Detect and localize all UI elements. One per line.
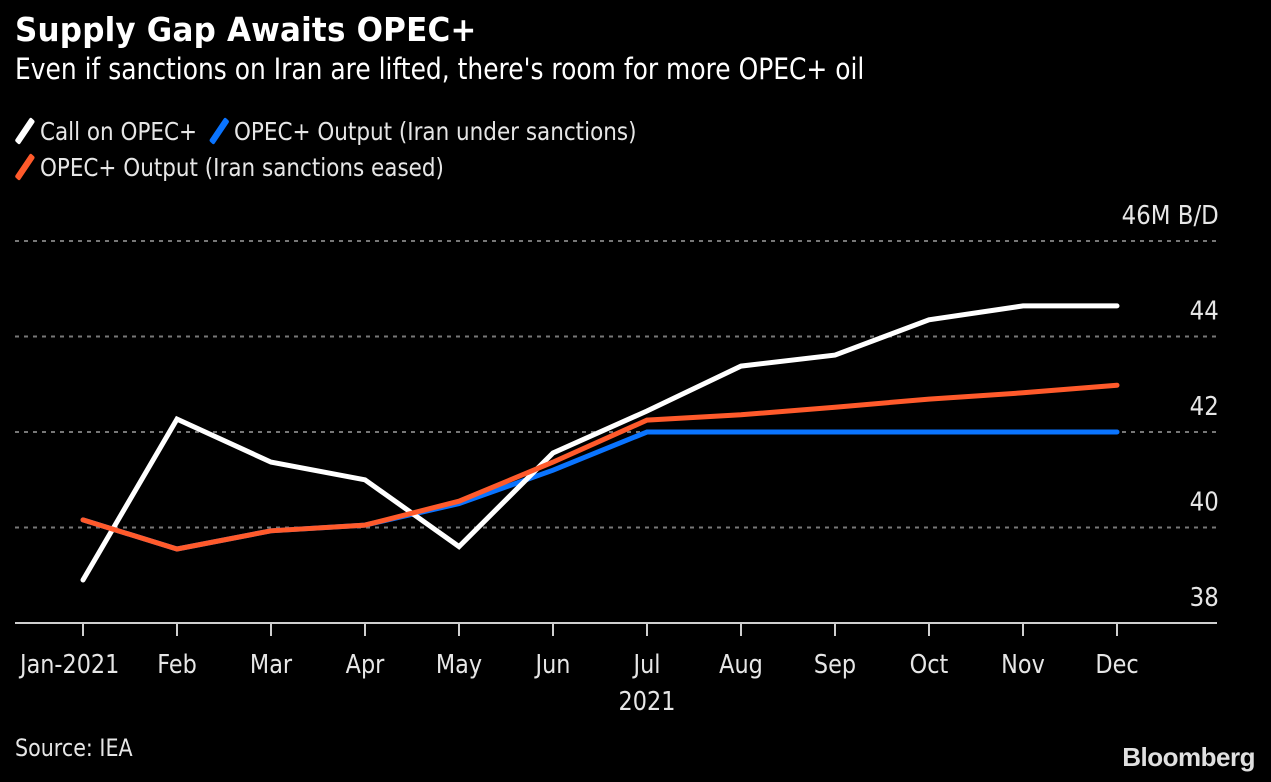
y-tick-label: 44 bbox=[1190, 295, 1219, 326]
x-tick-label: Mar bbox=[250, 648, 292, 679]
legend-label: OPEC+ Output (Iran under sanctions) bbox=[234, 116, 637, 146]
series-line-opec-output-iran-sanctions-eased bbox=[80, 382, 1120, 552]
x-tick-label: Feb bbox=[157, 648, 197, 679]
series-lines bbox=[80, 303, 1120, 583]
chart-title: Supply Gap Awaits OPEC+ bbox=[15, 10, 477, 49]
y-tick-label: 46M B/D bbox=[1122, 200, 1219, 231]
source-note: Source: IEA bbox=[15, 734, 133, 762]
x-axis-title: 2021 bbox=[619, 685, 676, 716]
x-tick-label: Jan-2021 bbox=[18, 648, 119, 679]
legend-item-output-sanctions: OPEC+ Output (Iran under sanctions) bbox=[208, 116, 637, 146]
x-tick-label: Nov bbox=[1001, 648, 1045, 679]
x-tick-label: Apr bbox=[346, 648, 385, 679]
legend-item-output-eased: OPEC+ Output (Iran sanctions eased) bbox=[14, 152, 444, 182]
x-tick-label: Jul bbox=[632, 648, 661, 679]
x-tick-label: Sep bbox=[814, 648, 856, 679]
y-tick-label: 38 bbox=[1190, 582, 1219, 613]
legend-label: Call on OPEC+ bbox=[39, 116, 198, 146]
x-tick-label: Oct bbox=[910, 648, 949, 679]
x-tick-label: May bbox=[436, 648, 482, 679]
legend-item-call-on-opec: Call on OPEC+ bbox=[14, 116, 198, 146]
bloomberg-logo: Bloomberg bbox=[1122, 742, 1255, 772]
y-tick-label: 42 bbox=[1190, 391, 1219, 422]
x-tick-label: Aug bbox=[719, 648, 763, 679]
x-axis: Jan-2021 Feb Mar Apr May Jun Jul Aug Sep Oct Nov De… bbox=[15, 622, 1217, 716]
chart-subtitle: Even if sanctions on Iran are lifted, th… bbox=[15, 52, 865, 86]
legend-label: OPEC+ Output (Iran sanctions eased) bbox=[39, 152, 444, 182]
x-tick-label: Jun bbox=[534, 648, 571, 679]
legend-row-2: OPEC+ Output (Iran sanctions eased) bbox=[14, 152, 456, 182]
gridlines bbox=[15, 240, 1217, 529]
y-tick-label: 40 bbox=[1190, 486, 1219, 517]
legend: Call on OPEC+ OPEC+ Output (Iran under s… bbox=[14, 116, 648, 146]
y-axis-labels: 38 40 42 44 46M B/D bbox=[1122, 200, 1219, 613]
series-line-call-on-opec bbox=[80, 303, 1120, 583]
x-tick-label: Dec bbox=[1095, 648, 1138, 679]
